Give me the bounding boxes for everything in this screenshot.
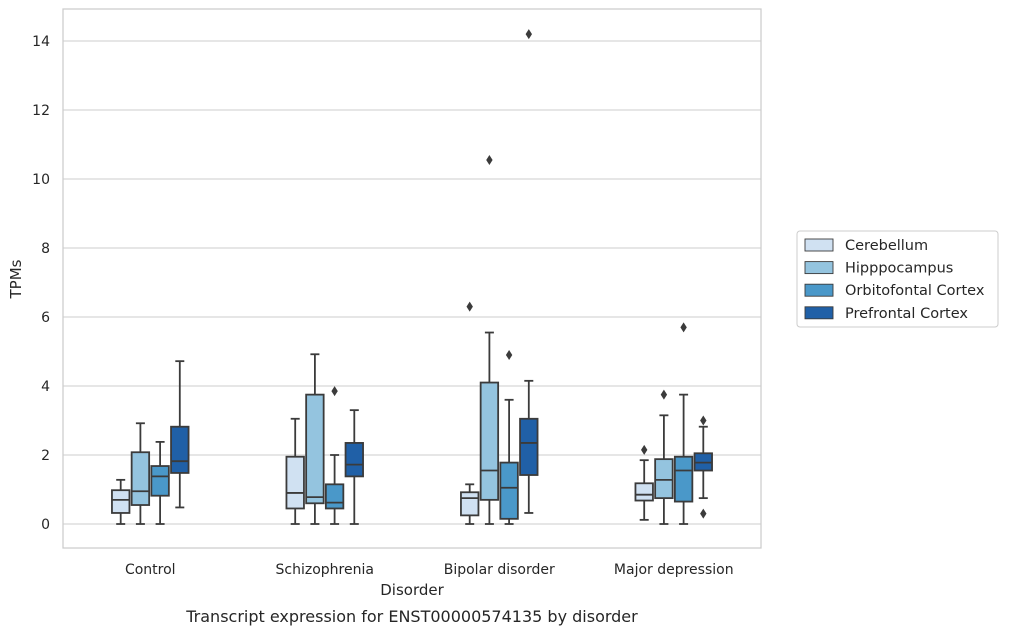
legend-frame: [796, 230, 999, 328]
box: [344, 409, 364, 525]
box: [130, 422, 151, 525]
series-group: [170, 29, 713, 525]
box-series: [111, 29, 713, 525]
outlier-point: [700, 508, 707, 519]
y-tick-label: 0: [41, 517, 50, 533]
outlier-point: [641, 444, 648, 455]
series-group: [111, 301, 654, 525]
y-tick-label: 14: [32, 34, 50, 50]
x-tick-label: Major depression: [614, 562, 734, 578]
plot-area-frame: [62, 8, 762, 549]
box: [305, 353, 325, 525]
box: [693, 415, 713, 519]
box: [654, 389, 674, 525]
legend: Cerebellum Hipppocampus Orbitofontal Corte…: [796, 230, 999, 328]
legend-swatch: [804, 283, 834, 297]
legend-label: Orbitofontal Cortex: [845, 283, 985, 299]
y-axis-label: TPMs: [7, 259, 25, 299]
outlier-point: [331, 386, 338, 397]
x-tick-label: Schizophrenia: [276, 562, 374, 578]
legend-swatch: [804, 238, 834, 252]
box-body: [305, 393, 325, 505]
box: [634, 444, 654, 521]
series-group: [150, 322, 694, 525]
box: [479, 155, 500, 525]
box-body: [634, 482, 654, 502]
box-body: [111, 489, 131, 514]
box: [324, 386, 345, 525]
box: [285, 417, 305, 525]
box: [460, 301, 480, 525]
legend-swatch: [804, 261, 834, 275]
box-body: [344, 442, 364, 478]
outlier-point: [680, 322, 687, 333]
box: [673, 322, 694, 525]
box-body: [170, 425, 190, 474]
box: [150, 440, 170, 525]
box-body: [673, 455, 694, 503]
chart-caption: Transcript expression for ENST0000057413…: [185, 607, 638, 626]
box: [499, 349, 519, 525]
box: [170, 360, 190, 509]
y-tick-label: 4: [41, 379, 50, 395]
y-tick-label: 2: [41, 448, 50, 464]
legend-label: Cerebellum: [845, 238, 928, 254]
legend-swatch: [804, 306, 834, 320]
box-body: [479, 381, 500, 501]
x-tick-label: Bipolar disorder: [444, 562, 555, 578]
legend-label: Hipppocampus: [845, 261, 953, 277]
y-tick-label: 8: [41, 241, 50, 257]
x-tick-label: Control: [125, 562, 176, 578]
outlier-point: [505, 349, 513, 360]
outlier-point: [525, 29, 532, 40]
y-axis-ticks: 0 2 4 6 8 10 12 14: [32, 34, 50, 533]
box-body: [519, 417, 539, 476]
gridlines: [63, 40, 761, 525]
outlier-point: [660, 389, 668, 400]
x-axis-ticks: Control Schizophrenia Bipolar disorder Majo…: [125, 562, 734, 578]
outlier-point: [700, 415, 707, 426]
y-tick-label: 12: [32, 103, 50, 119]
y-tick-label: 10: [32, 172, 50, 188]
box-body: [499, 461, 519, 520]
outlier-point: [486, 155, 493, 166]
box: [519, 29, 539, 514]
x-axis-label: Disorder: [380, 581, 444, 599]
box-body: [130, 451, 151, 506]
y-tick-label: 6: [41, 310, 50, 326]
box-body: [285, 455, 305, 510]
box-body: [324, 483, 345, 510]
box-body: [150, 465, 170, 497]
series-group: [130, 155, 674, 525]
outlier-point: [466, 301, 473, 312]
box-body: [460, 491, 480, 517]
box: [111, 478, 131, 525]
legend-label: Prefrontal Cortex: [845, 306, 968, 322]
box-body: [654, 458, 674, 500]
